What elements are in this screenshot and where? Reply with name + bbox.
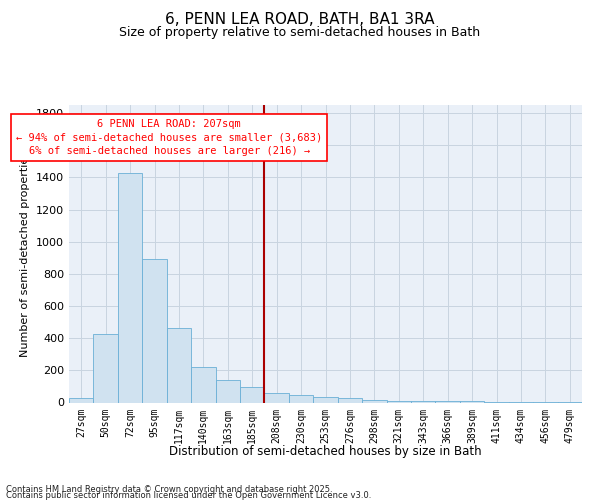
Bar	[436, 401, 460, 402]
Bar	[289, 396, 313, 402]
Text: 6 PENN LEA ROAD: 207sqm
← 94% of semi-detached houses are smaller (3,683)
6% of : 6 PENN LEA ROAD: 207sqm ← 94% of semi-de…	[16, 120, 322, 156]
Bar	[69, 398, 94, 402]
Bar	[313, 397, 338, 402]
Bar	[167, 328, 191, 402]
Bar	[362, 400, 386, 402]
Bar	[142, 258, 167, 402]
Bar	[265, 393, 289, 402]
Bar	[460, 401, 484, 402]
Bar	[338, 398, 362, 402]
Bar	[118, 172, 142, 402]
Text: 6, PENN LEA ROAD, BATH, BA1 3RA: 6, PENN LEA ROAD, BATH, BA1 3RA	[165, 12, 435, 28]
X-axis label: Distribution of semi-detached houses by size in Bath: Distribution of semi-detached houses by …	[169, 446, 482, 458]
Bar	[215, 380, 240, 402]
Text: Contains HM Land Registry data © Crown copyright and database right 2025.: Contains HM Land Registry data © Crown c…	[6, 485, 332, 494]
Text: Size of property relative to semi-detached houses in Bath: Size of property relative to semi-detach…	[119, 26, 481, 39]
Bar	[94, 334, 118, 402]
Bar	[240, 387, 265, 402]
Bar	[411, 401, 436, 402]
Bar	[386, 400, 411, 402]
Bar	[191, 367, 215, 402]
Y-axis label: Number of semi-detached properties: Number of semi-detached properties	[20, 151, 31, 357]
Text: Contains public sector information licensed under the Open Government Licence v3: Contains public sector information licen…	[6, 490, 371, 500]
